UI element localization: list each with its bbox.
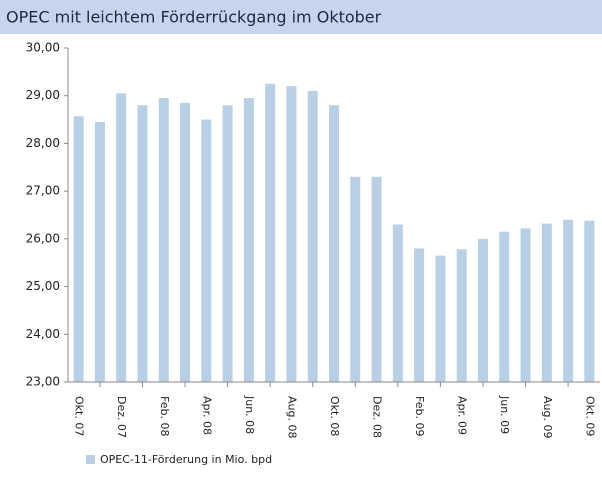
bar [137,105,148,382]
bar [265,83,276,383]
x-tick-label: Feb. 08 [158,396,171,436]
y-tick-label: 29,00 [26,88,60,102]
y-tick-label: 24,00 [26,327,60,341]
x-tick-label: Dez. 08 [371,396,384,438]
bar [116,93,127,382]
bar [222,105,233,382]
x-tick-label: Aug. 09 [541,396,554,438]
bar [477,238,488,382]
y-tick-label: 25,00 [26,279,60,293]
x-tick-label: Okt. 07 [73,396,86,436]
bar [180,102,191,382]
bar [371,176,382,382]
bar [520,228,531,382]
x-tick-label: Feb. 09 [413,396,426,436]
bar [329,105,339,382]
x-tick-label: Okt. 09 [583,396,596,436]
bar [243,98,254,382]
x-tick-label: Jun. 09 [498,395,511,434]
bar [158,98,169,382]
y-tick-label: 23,00 [26,375,60,389]
bar [307,90,318,382]
bar [286,86,297,383]
bar [73,116,84,382]
y-tick-label: 30,00 [26,41,60,55]
x-tick-label: Dez. 07 [115,396,128,438]
bar [541,223,552,382]
bar [563,219,574,382]
x-tick-label: Jun. 08 [243,395,256,434]
y-tick-label: 27,00 [26,184,60,198]
x-tick-label: Apr. 08 [200,396,213,435]
y-tick-label: 26,00 [26,231,60,245]
bar [456,249,467,382]
bar [499,231,510,382]
bar [584,220,595,382]
y-tick-label: 28,00 [26,136,60,150]
bar [350,176,361,382]
chart-title: OPEC mit leichtem Förderrückgang im Okto… [6,8,382,27]
bar [414,248,425,382]
bar [94,121,105,382]
x-tick-label: Apr. 09 [456,396,469,435]
x-tick-label: Okt. 08 [328,396,341,436]
legend-label: OPEC-11-Förderung in Mio. bpd [100,453,272,466]
bar [392,224,403,382]
legend-swatch [86,455,95,464]
x-tick-label: Aug. 08 [285,396,298,438]
bar [201,119,212,383]
bar [435,255,446,382]
title-band [0,0,602,34]
